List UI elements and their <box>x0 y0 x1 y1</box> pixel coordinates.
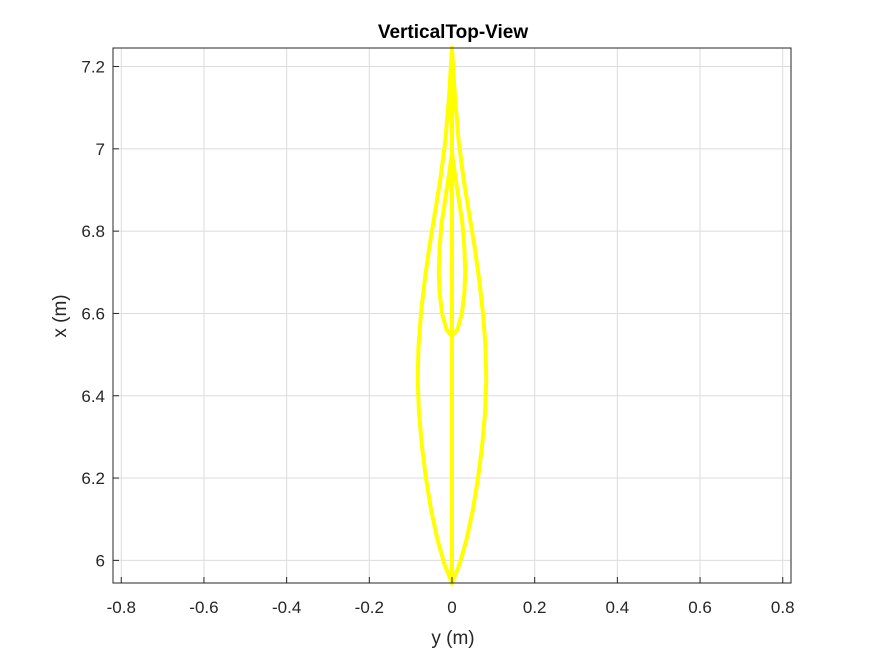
x-axis-label: y (m) <box>431 628 474 649</box>
y-tick-label: 6 <box>96 551 105 570</box>
x-tick-label: -0.8 <box>107 598 136 617</box>
series-layer <box>415 46 489 585</box>
x-tick-label: 0.6 <box>688 598 712 617</box>
y-tick-label: 6.8 <box>81 222 105 241</box>
chart-title: VerticalTop-View <box>378 22 529 43</box>
y-tick-label: 6.4 <box>81 387 105 406</box>
x-tick-label: 0.4 <box>606 598 630 617</box>
x-tick-label: 0 <box>447 598 456 617</box>
x-axis-ticks: -0.8 -0.6 -0.4 -0.2 0 0.2 0.4 0.6 0.8 <box>107 577 795 617</box>
x-tick-label: 0.8 <box>771 598 795 617</box>
y-tick-label: 7 <box>96 140 105 159</box>
x-tick-label: -0.4 <box>272 598 301 617</box>
x-tick-label: -0.2 <box>355 598 384 617</box>
y-axis-ticks: 6 6.2 6.4 6.6 6.8 7 7.2 <box>81 58 119 570</box>
y-tick-label: 7.2 <box>81 58 105 77</box>
y-axis-label: x (m) <box>50 294 71 337</box>
y-tick-label: 6.2 <box>81 469 105 488</box>
y-tick-label: 6.6 <box>81 304 105 323</box>
x-tick-label: 0.2 <box>523 598 547 617</box>
x-tick-label: -0.6 <box>189 598 218 617</box>
